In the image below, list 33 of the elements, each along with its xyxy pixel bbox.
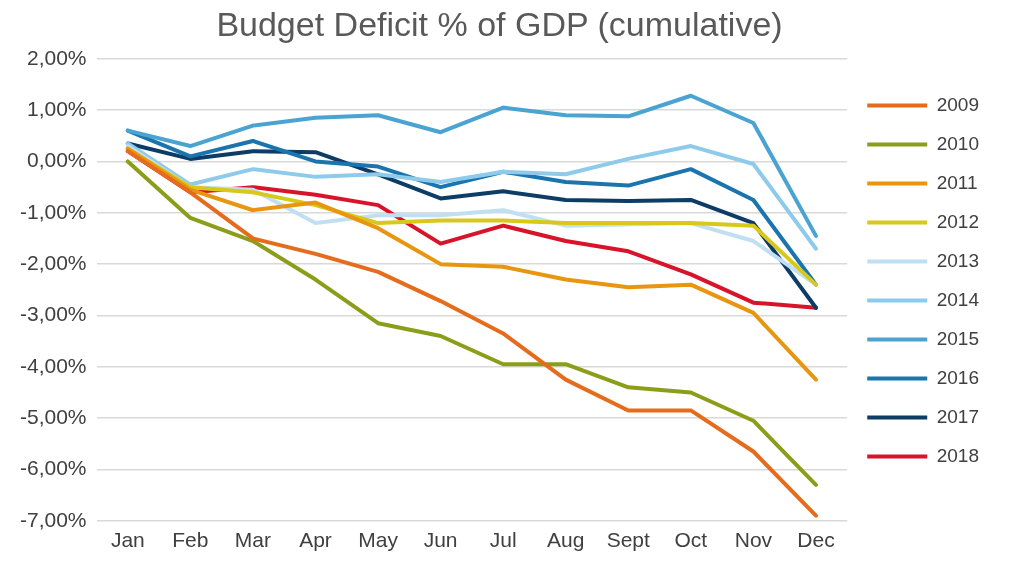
legend-label: 2017 [936, 405, 980, 427]
y-tick-label: 0,00% [26, 148, 87, 172]
x-tick-label: Aug [547, 528, 585, 552]
y-tick-label: -7,00% [19, 507, 87, 531]
y-tick-label: -3,00% [19, 302, 87, 326]
y-tick-label: -4,00% [19, 353, 87, 377]
legend-label: 2014 [936, 288, 980, 310]
x-tick-label: Oct [674, 528, 708, 552]
x-tick-label: Jan [110, 528, 145, 552]
legend-label: 2018 [936, 444, 980, 466]
y-tick-label: -2,00% [19, 250, 87, 274]
legend-label: 2012 [936, 210, 980, 232]
legend-label: 2011 [936, 171, 978, 193]
x-tick-label: Dec [797, 528, 835, 552]
x-tick-label: Feb [172, 528, 209, 552]
legend-label: 2009 [936, 93, 980, 115]
x-tick-label: Jul [489, 528, 517, 552]
y-tick-label: 2,00% [26, 45, 87, 69]
y-tick-label: -6,00% [19, 456, 87, 480]
x-tick-label: Nov [734, 528, 773, 552]
chart-title: Budget Deficit % of GDP (cumulative) [216, 4, 783, 43]
x-tick-label: May [358, 528, 399, 552]
x-tick-label: Apr [299, 528, 332, 552]
legend-label: 2015 [936, 327, 980, 349]
legend-label: 2013 [936, 249, 980, 271]
x-tick-label: Sept [606, 528, 651, 552]
x-tick-label: Mar [234, 528, 272, 552]
legend-label: 2010 [936, 132, 980, 154]
x-tick-label: Jun [423, 528, 458, 552]
legend-label: 2016 [936, 366, 980, 388]
y-tick-label: -1,00% [19, 199, 87, 223]
y-tick-label: -5,00% [19, 404, 87, 428]
y-tick-label: 1,00% [26, 96, 87, 120]
